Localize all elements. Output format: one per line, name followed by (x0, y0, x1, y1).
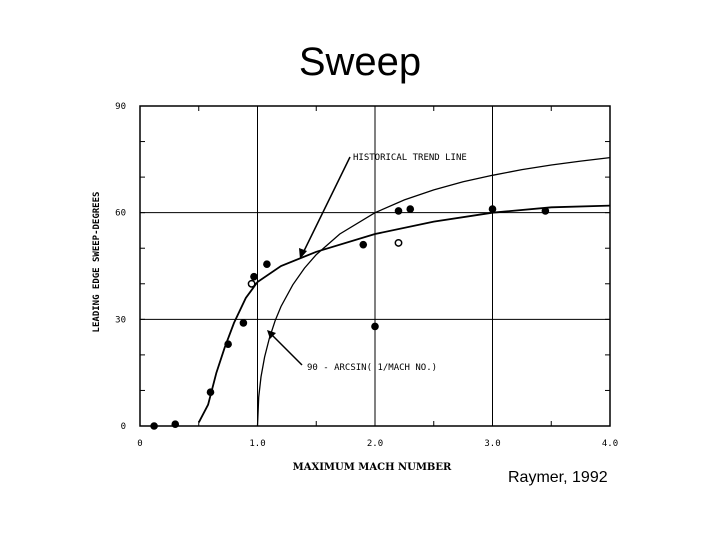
historical-trend-line (198, 204, 611, 423)
data-point (250, 272, 258, 281)
x-tick-labels: 0 1.0 2.0 3.0 4.0 (137, 439, 618, 449)
data-point (371, 322, 379, 331)
data-point (541, 207, 550, 215)
data-point (206, 388, 215, 397)
y-tick-labels: 0 30 60 90 (115, 102, 126, 432)
data-point (406, 205, 415, 213)
data-point (263, 260, 271, 269)
chart-grid (140, 106, 610, 426)
curves (198, 156, 611, 427)
annotation-arcsin: 90 - ARCSIN( 1/MACH NO.) (307, 363, 437, 373)
citation: Raymer, 1992 (508, 469, 608, 486)
arcsin-curve (256, 156, 611, 427)
x-axis-label: MAXIMUM MACH NUMBER (293, 462, 452, 473)
data-point-open (247, 279, 256, 288)
y-tick-label: 90 (115, 102, 126, 112)
y-axis-label: LEADING EDGE SWEEP-DEGREES (92, 192, 102, 333)
data-point (394, 207, 403, 215)
data-point (488, 205, 497, 213)
data-point (239, 319, 248, 327)
x-tick-label: 1.0 (249, 439, 265, 449)
data-points (150, 205, 550, 430)
annotation-arrowhead-arcsin (267, 330, 276, 339)
data-point (150, 422, 158, 430)
y-tick-label: 30 (115, 315, 126, 325)
page-title: Sweep (298, 40, 422, 84)
x-tick-label: 3.0 (484, 439, 500, 449)
annotation-arrowhead-trend (299, 248, 307, 259)
annotation-arrow-arcsin (270, 333, 303, 366)
x-tick-label: 0 (137, 439, 142, 449)
x-tick-label: 4.0 (602, 439, 618, 449)
y-tick-label: 0 (121, 422, 126, 432)
annotation-historical-trend: HISTORICAL TREND LINE (353, 153, 467, 163)
data-point (224, 340, 232, 349)
data-point-open (394, 238, 403, 247)
y-tick-label: 60 (115, 209, 126, 219)
data-point (359, 240, 368, 249)
x-tick-label: 2.0 (367, 439, 383, 449)
annotation-arrow-trend (302, 156, 351, 254)
data-point (171, 420, 180, 429)
tick-marks (140, 106, 610, 426)
